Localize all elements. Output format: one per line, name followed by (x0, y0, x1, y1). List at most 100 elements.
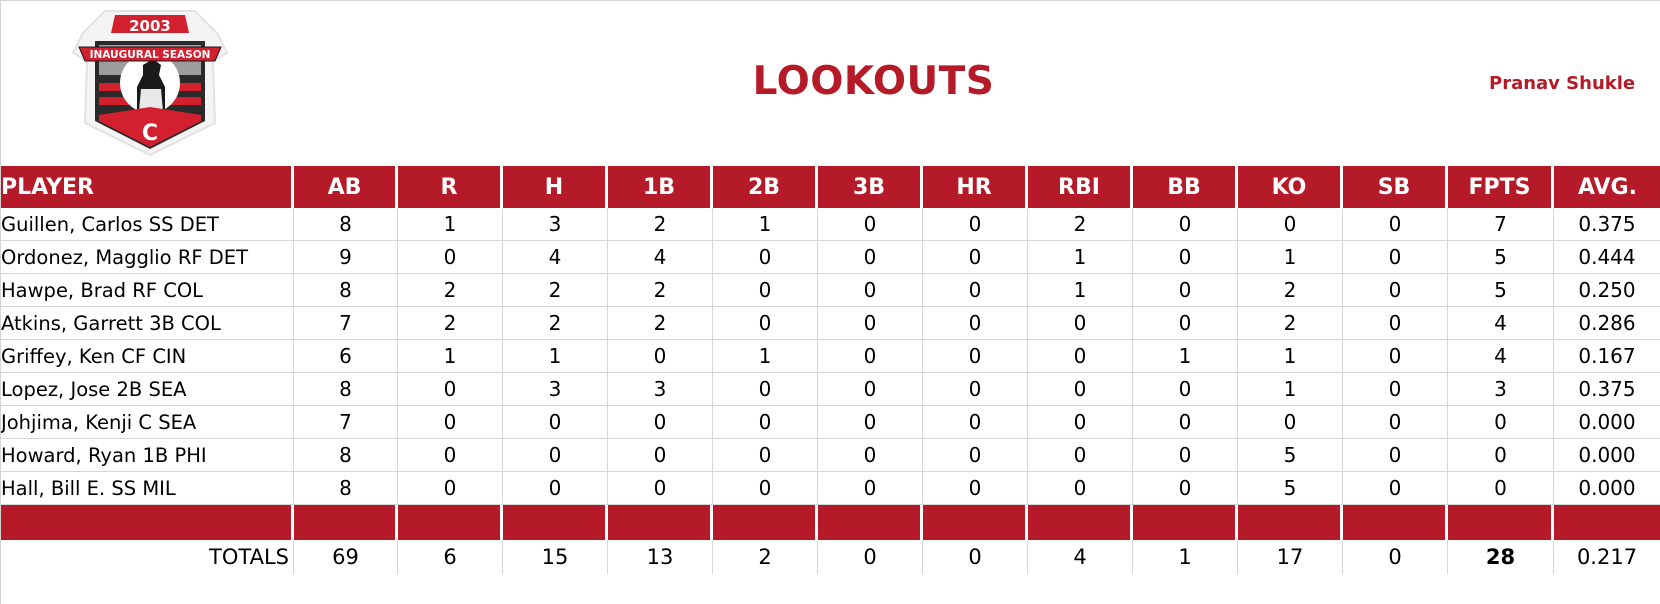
column-header-hr: HR (923, 166, 1028, 208)
cell-ko: 1 (1238, 241, 1343, 274)
cell-ko: 5 (1238, 472, 1343, 505)
cell-ko: 0 (1238, 406, 1343, 439)
column-header-ab: AB (294, 166, 398, 208)
cell-avg: 0.375 (1554, 373, 1660, 406)
cell-h: 2 (503, 307, 608, 340)
cell-r: 0 (398, 439, 503, 472)
cell-1b: 0 (608, 439, 713, 472)
cell-h: 3 (503, 208, 608, 241)
cell-hr: 0 (923, 373, 1028, 406)
cell-rbi: 0 (1028, 307, 1133, 340)
cell-sb: 0 (1343, 241, 1448, 274)
cell-avg: 0.000 (1554, 406, 1660, 439)
cell-bb: 0 (1133, 472, 1238, 505)
cell-bb: 0 (1133, 439, 1238, 472)
svg-text:INAUGURAL SEASON: INAUGURAL SEASON (90, 49, 211, 61)
cell-1b: 2 (608, 208, 713, 241)
cell-2b: 0 (713, 241, 818, 274)
cell-ab: 8 (294, 208, 398, 241)
cell-ab: 8 (294, 274, 398, 307)
cell-avg: 0.444 (1554, 241, 1660, 274)
cell-rbi: 0 (1028, 373, 1133, 406)
cell-hr: 0 (923, 208, 1028, 241)
total-rbi: 4 (1028, 540, 1133, 574)
cell-ko: 1 (1238, 340, 1343, 373)
column-header-3b: 3B (818, 166, 923, 208)
player-name: Johjima, Kenji C SEA (1, 406, 294, 439)
cell-sb: 0 (1343, 274, 1448, 307)
player-name: Hall, Bill E. SS MIL (1, 472, 294, 505)
cell-3b: 0 (818, 307, 923, 340)
cell-rbi: 0 (1028, 472, 1133, 505)
cell-2b: 1 (713, 208, 818, 241)
cell-2b: 1 (713, 340, 818, 373)
svg-text:C: C (142, 121, 158, 146)
cell-ab: 7 (294, 406, 398, 439)
cell-bb: 0 (1133, 406, 1238, 439)
table-row: Ordonez, Magglio RF DET 9 0 4 4 0 0 0 1 … (1, 241, 1660, 274)
column-header-avg: AVG. (1554, 166, 1660, 208)
cell-3b: 0 (818, 472, 923, 505)
cell-3b: 0 (818, 241, 923, 274)
cell-hr: 0 (923, 307, 1028, 340)
total-bb: 1 (1133, 540, 1238, 574)
cell-sb: 0 (1343, 373, 1448, 406)
cell-rbi: 1 (1028, 241, 1133, 274)
cell-2b: 0 (713, 307, 818, 340)
cell-h: 3 (503, 373, 608, 406)
table-row: Guillen, Carlos SS DET 8 1 3 2 1 0 0 2 0… (1, 208, 1660, 241)
cell-sb: 0 (1343, 307, 1448, 340)
cell-r: 1 (398, 340, 503, 373)
totals-label: TOTALS (1, 540, 294, 574)
cell-3b: 0 (818, 340, 923, 373)
cell-fpts: 7 (1448, 208, 1554, 241)
total-1b: 13 (608, 540, 713, 574)
cell-sb: 0 (1343, 439, 1448, 472)
table-row: Hawpe, Brad RF COL 8 2 2 2 0 0 0 1 0 2 0… (1, 274, 1660, 307)
cell-ab: 7 (294, 307, 398, 340)
cell-avg: 0.000 (1554, 439, 1660, 472)
cell-2b: 0 (713, 472, 818, 505)
cell-1b: 0 (608, 340, 713, 373)
cell-r: 0 (398, 241, 503, 274)
total-3b: 0 (818, 540, 923, 574)
cell-avg: 0.375 (1554, 208, 1660, 241)
cell-fpts: 4 (1448, 340, 1554, 373)
cell-bb: 0 (1133, 274, 1238, 307)
cell-bb: 0 (1133, 373, 1238, 406)
table-row: Johjima, Kenji C SEA 7 0 0 0 0 0 0 0 0 0… (1, 406, 1660, 439)
cell-2b: 0 (713, 373, 818, 406)
column-header-player: PLAYER (1, 166, 294, 208)
cell-avg: 0.167 (1554, 340, 1660, 373)
cell-ab: 8 (294, 439, 398, 472)
player-name: Lopez, Jose 2B SEA (1, 373, 294, 406)
cell-h: 4 (503, 241, 608, 274)
column-header-r: R (398, 166, 503, 208)
total-2b: 2 (713, 540, 818, 574)
batting-stats-table: PLAYER AB R H 1B 2B 3B HR RBI BB KO SB F… (1, 166, 1660, 574)
cell-h: 1 (503, 340, 608, 373)
cell-r: 0 (398, 406, 503, 439)
inaugural-season-patch-icon: C 2003 INAUGURAL SEASON (71, 10, 229, 157)
cell-h: 2 (503, 274, 608, 307)
cell-ko: 1 (1238, 373, 1343, 406)
total-avg: 0.217 (1554, 540, 1660, 574)
cell-fpts: 5 (1448, 241, 1554, 274)
cell-rbi: 2 (1028, 208, 1133, 241)
cell-bb: 0 (1133, 208, 1238, 241)
total-r: 6 (398, 540, 503, 574)
owner-name: Pranav Shukle (1489, 73, 1636, 94)
player-name: Howard, Ryan 1B PHI (1, 439, 294, 472)
cell-2b: 0 (713, 439, 818, 472)
cell-h: 0 (503, 406, 608, 439)
table-row: Atkins, Garrett 3B COL 7 2 2 2 0 0 0 0 0… (1, 307, 1660, 340)
total-ab: 69 (294, 540, 398, 574)
cell-r: 2 (398, 307, 503, 340)
cell-fpts: 0 (1448, 406, 1554, 439)
cell-2b: 0 (713, 274, 818, 307)
cell-fpts: 3 (1448, 373, 1554, 406)
team-title: LOOKOUTS (752, 59, 995, 104)
cell-1b: 3 (608, 373, 713, 406)
cell-fpts: 5 (1448, 274, 1554, 307)
cell-sb: 0 (1343, 208, 1448, 241)
